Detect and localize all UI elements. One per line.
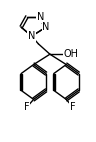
Text: F: F <box>70 102 76 112</box>
Text: N: N <box>37 12 44 22</box>
Text: N: N <box>42 22 50 32</box>
Text: F: F <box>24 102 30 112</box>
Text: OH: OH <box>63 49 78 59</box>
Text: N: N <box>28 31 35 41</box>
